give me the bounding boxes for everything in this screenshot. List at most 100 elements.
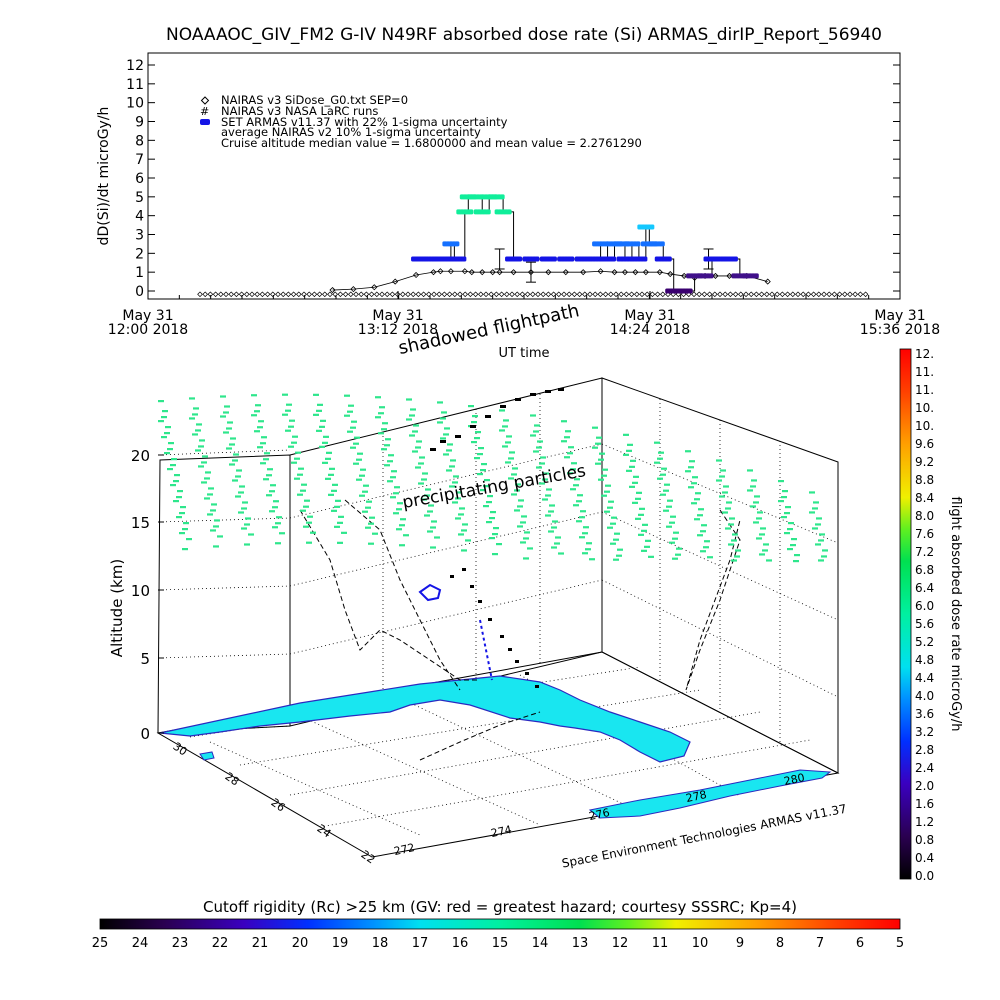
particle-mark (458, 533, 464, 536)
particle-mark (322, 461, 328, 464)
particle-mark (813, 501, 819, 504)
nairas-baseline-point (400, 291, 406, 298)
particle-mark (269, 510, 275, 513)
particle-mark (356, 458, 362, 461)
cutoff-rigidity-color-bar (99, 918, 901, 930)
particle-mark (303, 505, 309, 508)
particle-mark (793, 560, 799, 563)
particle-mark (483, 505, 489, 508)
particle-mark (177, 490, 183, 493)
top-x-axis-label: UT time (499, 346, 550, 361)
particle-mark (359, 494, 365, 497)
nairas-baseline-point (280, 291, 286, 298)
particle-mark (585, 548, 591, 551)
particle-mark (692, 476, 698, 479)
particle-mark (196, 423, 202, 426)
cutoff-scale-label: 13 (572, 936, 589, 951)
particle-mark (303, 525, 309, 528)
nairas-baseline-point (374, 291, 380, 298)
particle-mark (381, 428, 387, 431)
nairas-baseline-point (613, 291, 619, 298)
particle-mark (337, 541, 343, 544)
particle-mark (254, 410, 260, 413)
top-plot-frame (147, 52, 901, 300)
dose-rate-scale-label: 3.2 (915, 725, 934, 739)
nairas-baseline-point (639, 291, 645, 298)
nairas-point (621, 269, 629, 276)
particle-mark (201, 461, 207, 464)
particle-mark (639, 507, 645, 510)
nairas-baseline-point (296, 291, 302, 298)
dose-rate-scale-label: 7.6 (915, 527, 934, 541)
particle-mark (248, 533, 254, 536)
particle-mark (815, 543, 821, 546)
particle-mark (570, 488, 576, 491)
particle-mark (582, 552, 588, 555)
particle-mark (331, 489, 337, 492)
nairas-baseline-point (207, 291, 214, 298)
particle-mark (523, 537, 529, 540)
particle-mark (750, 505, 756, 508)
particle-mark (379, 406, 385, 409)
dose-rate-scale-label: 0.4 (915, 851, 934, 865)
particle-mark (297, 473, 303, 476)
particle-mark (564, 436, 570, 439)
particle-mark (605, 484, 611, 487)
nairas-baseline-point (696, 291, 702, 298)
particle-mark (242, 501, 248, 504)
particle-mark (161, 416, 167, 419)
particle-mark (366, 500, 372, 503)
nairas-baseline-point (795, 291, 801, 298)
particle-mark (626, 449, 632, 452)
particle-mark (298, 467, 304, 470)
nairas-baseline-point (254, 291, 260, 298)
particle-mark (372, 532, 378, 535)
particle-mark (753, 501, 759, 504)
nairas-baseline-point (545, 291, 552, 298)
nairas-baseline-point (259, 291, 266, 298)
nairas-baseline-point (514, 291, 520, 298)
nairas-baseline-point (587, 291, 593, 298)
particle-mark (623, 453, 629, 456)
particle-mark (267, 468, 273, 471)
particle-mark (735, 549, 741, 552)
particle-mark (444, 427, 450, 430)
cutoff-scale-label: 17 (412, 936, 429, 951)
particle-mark (781, 516, 787, 519)
particle-mark (486, 521, 492, 524)
shadow-projection-lines (299, 499, 741, 761)
nairas-baseline-point (592, 291, 598, 298)
nairas-baseline-point (758, 291, 765, 298)
particle-mark (170, 484, 176, 487)
particle-mark (549, 504, 555, 507)
particle-mark (263, 478, 269, 481)
particle-mark (627, 443, 633, 446)
particle-mark (480, 489, 486, 492)
particle-mark (446, 449, 452, 452)
top-legend: NAIRAS v3 SiDose_G0.txt SEP=0 # NAIRAS v… (200, 93, 642, 150)
flight-path-mark (485, 415, 491, 418)
particle-mark (421, 498, 427, 501)
particle-mark (493, 527, 499, 530)
particle-mark (462, 523, 468, 526)
cutoff-scale-label: 7 (816, 936, 824, 951)
particle-mark (204, 497, 210, 500)
y-tick-label: 5 (135, 190, 144, 206)
particle-mark (213, 545, 219, 548)
particle-mark (520, 521, 526, 524)
particle-mark (378, 432, 384, 435)
particle-mark (199, 439, 205, 442)
particle-mark (266, 474, 272, 477)
particle-mark (645, 539, 651, 542)
altitude-axis-label: Altitude (km) (108, 559, 126, 657)
armas-point (642, 256, 648, 262)
particle-mark (179, 512, 185, 515)
particle-mark (694, 518, 700, 521)
particle-mark (567, 472, 573, 475)
particle-mark (719, 495, 725, 498)
particle-mark (576, 520, 582, 523)
particle-mark (484, 479, 490, 482)
particle-mark (183, 522, 189, 525)
particle-mark (167, 448, 173, 451)
